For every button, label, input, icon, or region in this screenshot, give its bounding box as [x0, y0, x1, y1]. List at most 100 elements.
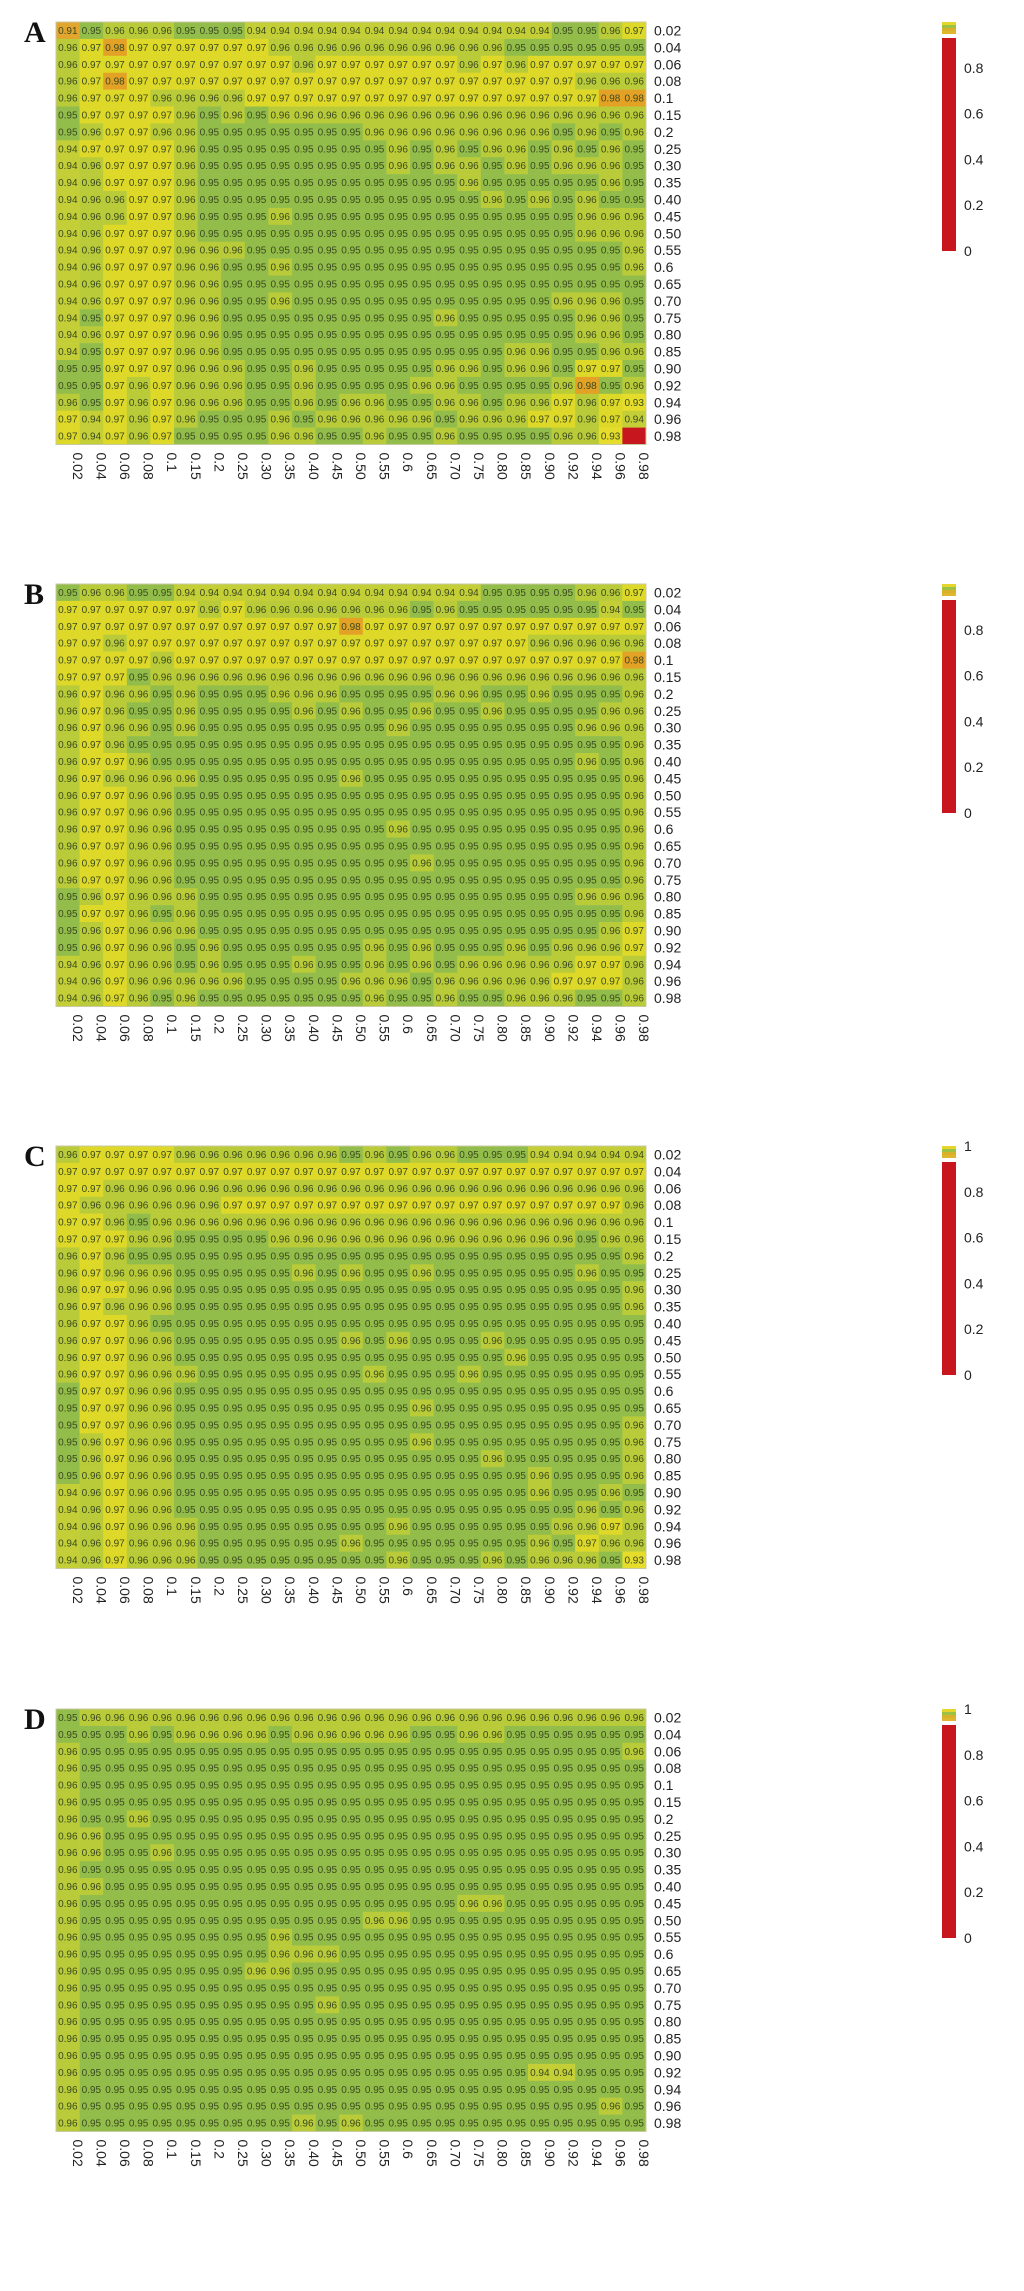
cell-value-label: 0.95 — [436, 774, 456, 785]
cell-value-label: 0.95 — [506, 1865, 526, 1876]
heatmap-cell — [457, 309, 482, 327]
heatmap-cell — [126, 1500, 151, 1519]
cell-value-label: 0.95 — [105, 2017, 125, 2028]
cell-value-label: 0.95 — [341, 875, 361, 886]
heatmap-cell — [551, 326, 576, 344]
cell-value-label: 0.95 — [82, 26, 102, 37]
heatmap-cell — [79, 1264, 104, 1282]
cell-value-label: 0.95 — [270, 1302, 290, 1313]
y-tick-label: 0.2 — [654, 686, 674, 702]
heatmap-cell — [622, 1827, 647, 1845]
cell-value-label: 0.95 — [530, 1353, 550, 1364]
heatmap-cell — [103, 427, 128, 445]
heatmap-cell — [315, 1467, 340, 1485]
cell-value-label: 0.95 — [365, 2051, 385, 2062]
cell-value-label: 0.95 — [624, 161, 644, 172]
heatmap-cell — [504, 123, 529, 141]
heatmap-cell — [268, 1776, 293, 1794]
heatmap-cell — [551, 989, 576, 1007]
cell-value-label: 0.96 — [270, 1150, 290, 1161]
heatmap-cell — [244, 1793, 269, 1811]
cell-value-label: 0.95 — [554, 1764, 574, 1775]
heatmap-cell — [410, 1179, 434, 1197]
heatmap-cell — [622, 651, 647, 669]
heatmap-cell — [480, 1844, 505, 1862]
cell-value-label: 0.95 — [459, 330, 479, 341]
heatmap-cell — [551, 22, 576, 40]
cell-value-label: 0.95 — [530, 279, 550, 290]
cell-value-label: 0.95 — [459, 1302, 479, 1313]
heatmap-cell — [103, 1517, 128, 1535]
cell-value-label: 0.94 — [58, 960, 78, 971]
x-tick-label: 0.08 — [141, 1015, 157, 1042]
cell-value-label: 0.96 — [483, 1713, 503, 1724]
cell-value-label: 0.95 — [530, 943, 550, 954]
cell-value-label: 0.97 — [82, 791, 102, 802]
heatmap-cell — [103, 1878, 128, 1896]
heatmap-cell — [197, 820, 222, 838]
heatmap-cell — [457, 1264, 482, 1282]
heatmap-cell — [433, 224, 458, 242]
heatmap-cell — [457, 207, 482, 226]
cell-value-label: 0.96 — [601, 110, 621, 121]
cell-value-label: 0.95 — [388, 774, 408, 785]
heatmap-cell — [56, 157, 80, 175]
heatmap-cell — [126, 617, 151, 635]
cell-value-label: 0.96 — [129, 432, 149, 443]
heatmap-cell — [221, 1878, 246, 1896]
cell-value-label: 0.97 — [152, 43, 172, 54]
heatmap-cell — [480, 241, 505, 259]
heatmap-cell — [339, 871, 364, 889]
heatmap-cell — [292, 786, 316, 804]
cell-value-label: 0.95 — [341, 858, 361, 869]
heatmap-cell — [56, 1894, 80, 1913]
heatmap-cell — [551, 1196, 576, 1214]
cell-value-label: 0.95 — [247, 1336, 267, 1347]
heatmap-cell — [457, 89, 482, 107]
heatmap-cell — [528, 427, 552, 445]
cell-value-label: 0.96 — [129, 1387, 149, 1398]
heatmap-cell — [457, 584, 482, 602]
cell-value-label: 0.95 — [247, 2051, 267, 2062]
heatmap-cell — [598, 769, 623, 788]
heatmap-cell — [315, 1146, 340, 1164]
cell-value-label: 0.96 — [577, 229, 597, 240]
cell-value-label: 0.96 — [176, 1184, 196, 1195]
heatmap-cell — [598, 1433, 623, 1451]
cell-value-label: 0.97 — [152, 110, 172, 121]
heatmap-cell — [150, 106, 175, 124]
cell-value-label: 0.96 — [483, 127, 503, 138]
cell-value-label: 0.96 — [436, 110, 456, 121]
heatmap-cell — [244, 22, 269, 40]
cell-value-label: 0.95 — [577, 605, 597, 616]
cell-value-label: 0.96 — [577, 127, 597, 138]
heatmap-cell — [480, 1742, 505, 1760]
cell-value-label: 0.95 — [294, 2034, 314, 2045]
heatmap-cell — [433, 820, 458, 838]
heatmap-cell — [56, 955, 80, 973]
cell-value-label: 0.95 — [129, 1747, 149, 1758]
cell-value-label: 0.97 — [483, 656, 503, 667]
heatmap-cell — [174, 753, 198, 771]
heatmap-cell — [244, 174, 269, 192]
heatmap-cell — [528, 803, 552, 821]
cell-value-label: 0.95 — [459, 1539, 479, 1550]
cell-value-label: 0.97 — [105, 656, 125, 667]
cell-value-label: 0.95 — [577, 1730, 597, 1741]
cell-value-label: 0.95 — [270, 1370, 290, 1381]
heatmap-cell — [598, 1793, 623, 1811]
cell-value-label: 0.95 — [223, 263, 243, 274]
heatmap-cell — [79, 1861, 104, 1879]
heatmap-cell — [197, 1759, 222, 1777]
cell-value-label: 0.95 — [270, 246, 290, 257]
heatmap-cell — [315, 1776, 340, 1794]
cell-value-label: 0.95 — [223, 943, 243, 954]
cell-value-label: 0.97 — [247, 60, 267, 71]
cell-value-label: 0.95 — [247, 774, 267, 785]
cell-value-label: 0.95 — [388, 1814, 408, 1825]
cell-value-label: 0.95 — [294, 1420, 314, 1431]
heatmap-cell — [197, 275, 222, 293]
cell-value-label: 0.95 — [294, 757, 314, 768]
cell-value-label: 0.96 — [624, 1285, 644, 1296]
heatmap-cell — [504, 376, 529, 395]
